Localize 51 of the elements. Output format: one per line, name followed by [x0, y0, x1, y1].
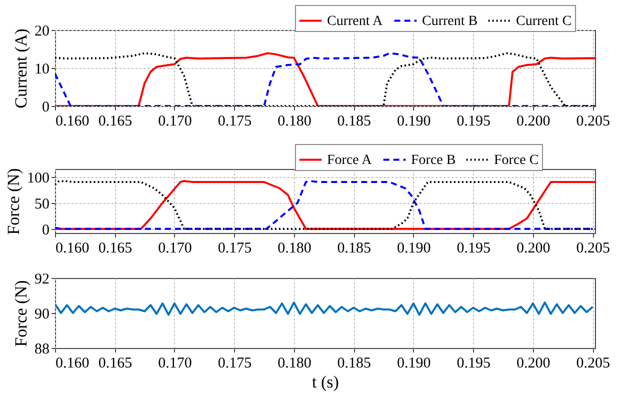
x-axis-title: t (s) — [312, 372, 339, 392]
x-tick-label: 0.180 — [278, 240, 312, 256]
x-tick-label: 0.160 — [56, 240, 90, 256]
y-axis-title: Force (N) — [12, 280, 30, 347]
legend-label: Force B — [411, 152, 456, 168]
x-tick-label: 0.205 — [576, 114, 610, 130]
x-tick-label: 0.180 — [278, 114, 312, 130]
x-tick-label: 0.185 — [337, 356, 372, 372]
x-tick-label: 0.160 — [56, 114, 90, 130]
legend-label: Force C — [494, 152, 539, 168]
y-tick-label: 50 — [34, 196, 50, 212]
y-axis-title: Current (A) — [12, 28, 30, 108]
y-tick-label: 90 — [34, 306, 50, 322]
y-tick-label: 88 — [34, 342, 50, 358]
legend-label: Current B — [422, 14, 478, 29]
x-tick-label: 0.170 — [158, 356, 192, 372]
line-series — [55, 302, 594, 316]
x-tick-label: 0.190 — [397, 240, 431, 256]
x-tick-label: 0.195 — [456, 240, 491, 256]
x-tick-label: 0.180 — [278, 356, 312, 372]
x-tick-label: 0.175 — [218, 356, 252, 372]
x-tick-label: 0.195 — [456, 356, 491, 372]
x-tick-label: 0.165 — [98, 356, 132, 372]
x-tick-label: 0.160 — [56, 356, 90, 372]
x-tick-label: 0.175 — [218, 114, 252, 130]
x-tick-label: 0.195 — [456, 114, 491, 130]
line-series — [55, 180, 595, 230]
x-tick-label: 0.200 — [516, 240, 550, 256]
y-tick-label: 20 — [34, 24, 50, 40]
x-tick-label: 0.190 — [397, 114, 431, 130]
y-tick-label: 92 — [34, 272, 50, 288]
x-tick-label: 0.165 — [98, 240, 132, 256]
x-tick-label: 0.185 — [337, 240, 372, 256]
x-tick-label: 0.175 — [218, 240, 252, 256]
y-tick-label: 0 — [42, 222, 50, 238]
y-tick-label: 10 — [34, 62, 50, 78]
x-tick-label: 0.205 — [576, 356, 610, 372]
x-tick-label: 0.200 — [516, 356, 550, 372]
y-tick-label: 0 — [42, 100, 50, 116]
x-tick-label: 0.170 — [158, 114, 192, 130]
legend-label: Current A — [327, 14, 384, 29]
y-axis-title: Force (N) — [4, 168, 23, 235]
x-tick-label: 0.190 — [397, 356, 431, 372]
legend-label: Force A — [327, 152, 373, 168]
y-tick-label: 100 — [27, 170, 50, 186]
x-tick-label: 0.200 — [516, 114, 550, 130]
x-tick-label: 0.205 — [576, 240, 610, 256]
x-tick-label: 0.170 — [158, 240, 192, 256]
x-tick-label: 0.185 — [337, 114, 372, 130]
legend-label: Current C — [516, 14, 572, 29]
x-tick-label: 0.165 — [98, 114, 132, 130]
